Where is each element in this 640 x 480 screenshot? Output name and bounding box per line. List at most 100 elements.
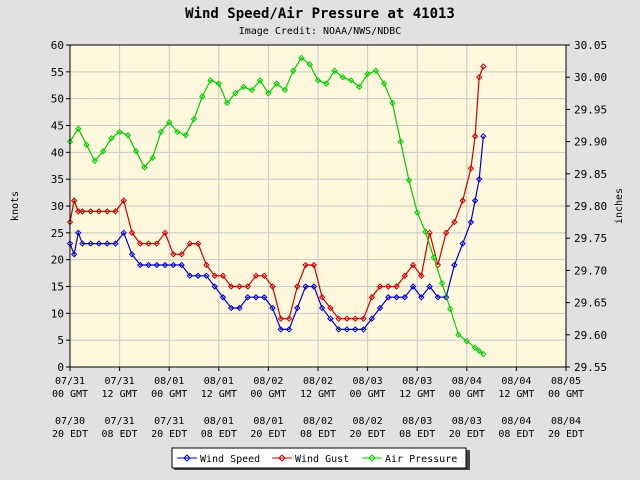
data-point-air-pressure — [108, 135, 115, 142]
y-tick-label-right: 29.90 — [574, 136, 607, 149]
data-point-wind-gust — [480, 63, 487, 70]
data-point-wind-speed — [285, 326, 293, 333]
x-tick-label-edt-date: 08/03 — [402, 416, 432, 427]
data-point-air-pressure — [256, 77, 264, 84]
data-point-air-pressure — [132, 148, 140, 155]
legend-box — [171, 447, 467, 469]
data-point-wind-gust — [261, 272, 268, 279]
data-point-air-pressure — [339, 73, 347, 81]
data-point-wind-gust — [376, 283, 384, 290]
data-point-wind-speed — [360, 326, 367, 333]
data-point-air-pressure — [306, 61, 313, 68]
y-tick-label-right: 29.85 — [574, 168, 607, 181]
x-tick-label-edt-date: 08/03 — [452, 416, 482, 427]
data-point-wind-speed — [451, 261, 458, 269]
x-tick-label-gmt-time: 00 GMT — [52, 389, 88, 400]
x-tick-label-edt-date: 08/01 — [204, 416, 234, 427]
data-point-air-pressure — [223, 99, 231, 107]
y-tick-label-right: 29.55 — [574, 361, 607, 374]
data-point-wind-speed — [137, 261, 144, 269]
data-point-air-pressure — [298, 54, 305, 62]
data-point-air-pressure — [372, 67, 380, 74]
data-point-wind-gust — [277, 315, 285, 322]
data-point-wind-speed — [75, 229, 82, 237]
data-point-wind-gust — [252, 272, 260, 279]
x-tick-label-edt-time: 20 EDT — [250, 429, 286, 440]
x-tick-label-edt-time: 08 EDT — [399, 429, 435, 440]
data-point-wind-gust — [194, 240, 202, 247]
y-tick-label-left: 45 — [51, 120, 64, 133]
y-tick-label-left: 60 — [51, 39, 64, 52]
data-point-wind-gust — [227, 283, 235, 290]
data-point-wind-gust — [211, 272, 218, 279]
data-point-wind-speed — [343, 326, 351, 333]
data-point-wind-gust — [343, 315, 351, 322]
data-point-wind-speed — [294, 304, 301, 312]
data-point-air-pressure — [165, 119, 173, 126]
x-tick-label-edt-time: 20 EDT — [151, 429, 187, 440]
data-point-wind-gust — [385, 283, 392, 290]
y-tick-label-right: 29.75 — [574, 232, 607, 245]
data-point-air-pressure — [314, 77, 322, 84]
legend: Wind Speed Wind Gust Air Pressure — [171, 447, 470, 470]
data-point-wind-speed — [70, 251, 78, 258]
chart-title: Wind Speed/Air Pressure at 41013 — [185, 6, 455, 22]
x-tick-label-gmt-date: 07/31 — [55, 376, 85, 387]
data-point-wind-gust — [70, 197, 78, 204]
data-point-air-pressure — [232, 90, 239, 97]
data-point-wind-gust — [153, 240, 161, 247]
data-point-wind-speed — [318, 304, 326, 312]
data-point-air-pressure — [380, 80, 388, 87]
data-point-air-pressure — [323, 80, 330, 87]
data-point-wind-gust — [79, 208, 86, 215]
data-point-wind-gust — [236, 283, 243, 290]
data-point-wind-gust — [137, 240, 144, 247]
data-point-air-pressure — [356, 83, 363, 91]
data-point-wind-speed — [128, 251, 136, 258]
x-axis: 07/31 00 GMT 07/30 20 EDT 07/31 12 GMT 07/31 08… — [52, 367, 584, 440]
data-point-wind-gust — [442, 229, 450, 237]
data-point-air-pressure — [91, 157, 99, 165]
data-point-wind-speed — [170, 261, 177, 269]
data-point-air-pressure — [199, 93, 206, 100]
data-point-wind-speed — [95, 240, 103, 247]
data-point-wind-speed — [471, 197, 479, 204]
series-layer — [66, 54, 487, 358]
data-point-wind-speed — [161, 261, 169, 269]
data-point-wind-gust — [219, 272, 227, 279]
data-point-wind-gust — [269, 283, 276, 290]
data-point-wind-gust — [112, 208, 119, 215]
x-tick-label-gmt-date: 08/03 — [353, 376, 383, 387]
x-tick-label-gmt-time: 12 GMT — [498, 389, 534, 400]
data-point-wind-speed — [120, 229, 127, 237]
x-tick-label-edt-time: 20 EDT — [350, 429, 386, 440]
data-point-wind-gust — [120, 197, 127, 204]
data-point-air-pressure — [405, 177, 413, 184]
data-point-wind-speed — [393, 294, 400, 301]
data-point-wind-speed — [368, 315, 375, 322]
data-point-wind-speed — [426, 283, 433, 290]
data-point-wind-speed — [227, 304, 235, 312]
y-tick-label-left: 50 — [51, 93, 64, 106]
data-point-wind-speed — [145, 261, 152, 269]
data-point-air-pressure — [463, 338, 471, 345]
data-point-wind-speed — [277, 326, 285, 333]
data-point-wind-speed — [385, 294, 392, 301]
y-tick-label-right: 29.65 — [574, 297, 607, 310]
data-point-air-pressure — [190, 115, 198, 123]
data-point-wind-speed — [211, 283, 218, 290]
x-tick-label-gmt-time: 00 GMT — [250, 389, 286, 400]
x-tick-label-edt-time: 08 EDT — [201, 429, 237, 440]
data-point-air-pressure — [389, 99, 396, 107]
y-tick-label-left: 15 — [51, 281, 64, 294]
data-point-air-pressure — [182, 131, 189, 139]
data-point-air-pressure — [149, 154, 156, 161]
data-point-wind-gust — [203, 261, 210, 269]
x-tick-label-edt-date: 07/30 — [55, 416, 85, 427]
data-point-wind-speed — [87, 240, 94, 247]
data-point-wind-speed — [409, 283, 417, 290]
x-tick-label-edt-date: 08/02 — [303, 416, 333, 427]
y-tick-label-left: 35 — [51, 173, 64, 186]
data-point-air-pressure — [438, 280, 446, 287]
legend-label-wind-speed: Wind Speed — [200, 454, 260, 465]
